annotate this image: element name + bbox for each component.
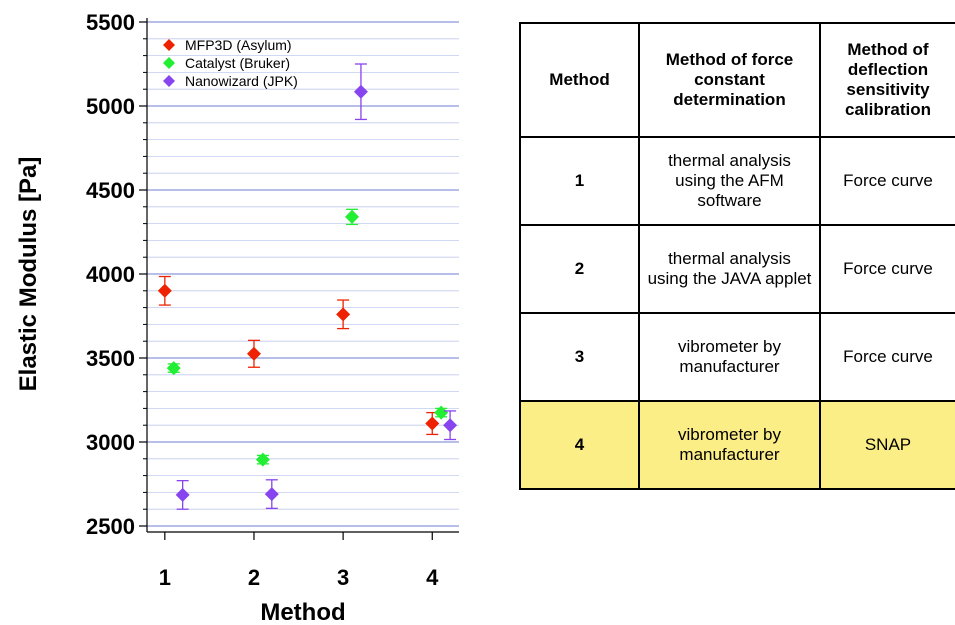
y-tick-label: 5000 bbox=[86, 94, 135, 119]
table-row: 3 vibrometer by manufacturer Force curve bbox=[519, 312, 955, 402]
data-point bbox=[255, 452, 270, 467]
row-force: thermal analysis using the JAVA applet bbox=[638, 224, 821, 314]
data-point bbox=[246, 346, 261, 361]
data-point bbox=[157, 283, 172, 298]
data-point bbox=[336, 307, 351, 322]
row-deflection: SNAP bbox=[819, 400, 955, 490]
row-deflection: Force curve bbox=[819, 312, 955, 402]
data-point bbox=[264, 487, 279, 502]
y-tick-label: 2500 bbox=[86, 514, 135, 539]
table-row: 2 thermal analysis using the JAVA applet… bbox=[519, 224, 955, 314]
data-point bbox=[425, 416, 440, 431]
row-method: 2 bbox=[519, 224, 640, 314]
header-deflection: Method of deflection sensitivity calibra… bbox=[819, 22, 955, 138]
data-point bbox=[443, 418, 458, 433]
data-point bbox=[434, 405, 449, 420]
data-point bbox=[175, 487, 190, 502]
y-tick-label: 4000 bbox=[86, 262, 135, 287]
y-tick-label: 4500 bbox=[86, 178, 135, 203]
row-deflection: Force curve bbox=[819, 224, 955, 314]
data-point bbox=[345, 209, 360, 224]
legend-label: Nanowizard (JPK) bbox=[185, 73, 298, 89]
row-method: 4 bbox=[519, 400, 640, 490]
legend-marker bbox=[163, 39, 175, 51]
table-header-row: Method Method of force constant determin… bbox=[519, 22, 955, 138]
header-method: Method bbox=[519, 22, 640, 138]
data-point bbox=[166, 361, 181, 376]
methods-table: Method Method of force constant determin… bbox=[519, 22, 955, 490]
y-tick-label: 5500 bbox=[86, 10, 135, 35]
row-force: vibrometer by manufacturer bbox=[638, 312, 821, 402]
table-row-highlighted: 4 vibrometer by manufacturer SNAP bbox=[519, 400, 955, 490]
scatter-chart: 2500 3000 3500 4000 4500 5000 5500 1 2 3 4 Method El… bbox=[15, 10, 459, 625]
y-axis-title: Elastic Modulus [Pa] bbox=[15, 157, 42, 392]
x-axis-title: Method bbox=[260, 599, 345, 625]
x-tick-label: 1 bbox=[159, 565, 171, 590]
row-deflection: Force curve bbox=[819, 136, 955, 226]
legend-label: MFP3D (Asylum) bbox=[185, 37, 292, 53]
y-tick-label: 3000 bbox=[86, 430, 135, 455]
row-method: 1 bbox=[519, 136, 640, 226]
data-point bbox=[353, 84, 368, 99]
row-force: thermal analysis using the AFM software bbox=[638, 136, 821, 226]
row-method: 3 bbox=[519, 312, 640, 402]
x-tick-label: 4 bbox=[426, 565, 439, 590]
y-tick-label: 3500 bbox=[86, 346, 135, 371]
legend-marker bbox=[163, 75, 175, 87]
table-row: 1 thermal analysis using the AFM softwar… bbox=[519, 136, 955, 226]
legend-label: Catalyst (Bruker) bbox=[185, 55, 290, 71]
legend-marker bbox=[163, 57, 175, 69]
x-tick-label: 2 bbox=[248, 565, 260, 590]
header-force-constant: Method of force constant determination bbox=[638, 22, 821, 138]
row-force: vibrometer by manufacturer bbox=[638, 400, 821, 490]
x-tick-label: 3 bbox=[337, 565, 349, 590]
